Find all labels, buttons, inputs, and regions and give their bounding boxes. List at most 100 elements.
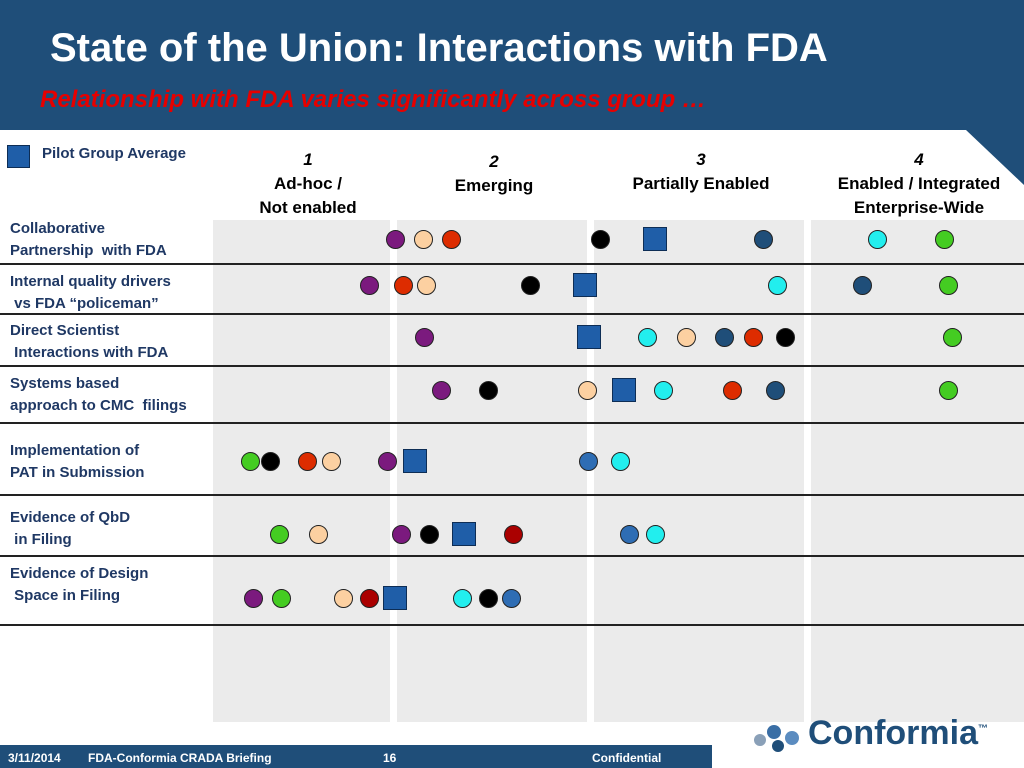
row-label-pat-implementation: Implementation of PAT in Submission [10,442,145,481]
column-header-3: 3 Partially Enabled [633,148,770,196]
company-circle-marker [775,327,795,347]
column-label-line1: Partially Enabled [632,174,770,193]
company-circle-marker [416,275,436,295]
company-circle-marker [577,380,597,400]
company-circle-marker [431,380,451,400]
slide-subtitle: Relationship with FDA varies significant… [40,86,706,113]
column-label-line2: Not enabled [259,198,357,217]
company-circle-marker [333,588,353,608]
pilot-average-square-marker [643,227,667,251]
pilot-average-square-marker [577,325,601,349]
company-circle-marker [938,275,958,295]
company-circle-marker [610,451,630,471]
pilot-average-square-marker [452,522,476,546]
company-circle-marker [503,524,523,544]
corner-decoration [966,130,1024,185]
row-divider [0,313,1024,315]
pilot-average-square-marker [403,449,427,473]
footer-date: 3/11/2014 [8,751,61,765]
company-circle-marker [359,275,379,295]
company-circle-marker [767,275,787,295]
column-number: 3 [696,150,706,169]
column-label-line1: Emerging [454,176,534,195]
company-circle-marker [590,229,610,249]
logo-wordmark: Conformia [808,714,978,752]
company-circle-marker [934,229,954,249]
legend-label: Pilot Group Average [42,145,186,162]
column-number: 1 [303,150,313,169]
column-band-3 [594,220,804,722]
company-circle-marker [269,524,289,544]
row-label-direct-scientist-interactions: Direct Scientist Interactions with FDA [10,322,169,361]
slide-title: State of the Union: Interactions with FD… [50,26,828,70]
company-circle-marker [753,229,773,249]
row-divider [0,624,1024,626]
company-circle-marker [520,275,540,295]
footer-briefing-title: FDA-Conformia CRADA Briefing [88,751,272,765]
company-circle-marker [867,229,887,249]
column-header-1: 1 Ad-hoc / Not enabled [259,148,356,220]
row-label-qbd-evidence: Evidence of QbD in Filing [10,509,131,548]
company-circle-marker [377,451,397,471]
company-circle-marker [243,588,263,608]
row-divider [0,422,1024,424]
conformia-logo-text: Conformia™ [808,714,988,753]
pilot-average-square-marker [612,378,636,402]
company-circle-marker [676,327,696,347]
company-circle-marker [452,588,472,608]
company-circle-marker [240,451,260,471]
row-divider [0,263,1024,265]
title-banner [0,0,1024,130]
column-label-line2: Enterprise-Wide [853,198,985,217]
company-circle-marker [385,229,405,249]
footer-page-number: 16 [383,751,397,765]
company-circle-marker [478,588,498,608]
company-circle-marker [645,524,665,544]
company-circle-marker [637,327,657,347]
row-label-collaborative-partnership: Collaborative Partnership with FDA [10,220,167,259]
row-label-design-space-evidence: Evidence of Design Space in Filing [10,565,149,604]
company-circle-marker [321,451,341,471]
column-label-line1: Enabled / Integrated [837,174,1001,193]
legend-square-icon [7,145,30,168]
column-number: 2 [489,152,499,171]
company-circle-marker [578,451,598,471]
company-circle-marker [942,327,962,347]
company-circle-marker [743,327,763,347]
column-header-2: 2 Emerging [455,150,533,198]
company-circle-marker [722,380,742,400]
company-circle-marker [297,451,317,471]
company-circle-marker [393,275,413,295]
company-circle-marker [419,524,439,544]
company-circle-marker [441,229,461,249]
row-label-systems-based-approach: Systems based approach to CMC filings [10,375,187,414]
column-band-1 [213,220,390,722]
company-circle-marker [938,380,958,400]
column-label-line1: Ad-hoc / [273,174,342,193]
company-circle-marker [714,327,734,347]
company-circle-marker [619,524,639,544]
company-circle-marker [414,327,434,347]
company-circle-marker [260,451,280,471]
column-number: 4 [914,150,924,169]
footer-bar [0,745,712,768]
row-divider [0,555,1024,557]
company-circle-marker [359,588,379,608]
company-circle-marker [271,588,291,608]
company-circle-marker [653,380,673,400]
company-circle-marker [501,588,521,608]
company-circle-marker [852,275,872,295]
conformia-logo-icon [754,725,799,752]
column-band-4 [811,220,1024,722]
row-label-internal-quality-drivers: Internal quality drivers vs FDA “policem… [10,273,171,312]
company-circle-marker [765,380,785,400]
column-band-2 [397,220,587,722]
pilot-average-square-marker [383,586,407,610]
company-circle-marker [478,380,498,400]
company-circle-marker [413,229,433,249]
row-divider [0,365,1024,367]
company-circle-marker [308,524,328,544]
footer-confidential: Confidential [592,751,662,765]
row-divider [0,494,1024,496]
logo-trademark: ™ [978,723,988,735]
